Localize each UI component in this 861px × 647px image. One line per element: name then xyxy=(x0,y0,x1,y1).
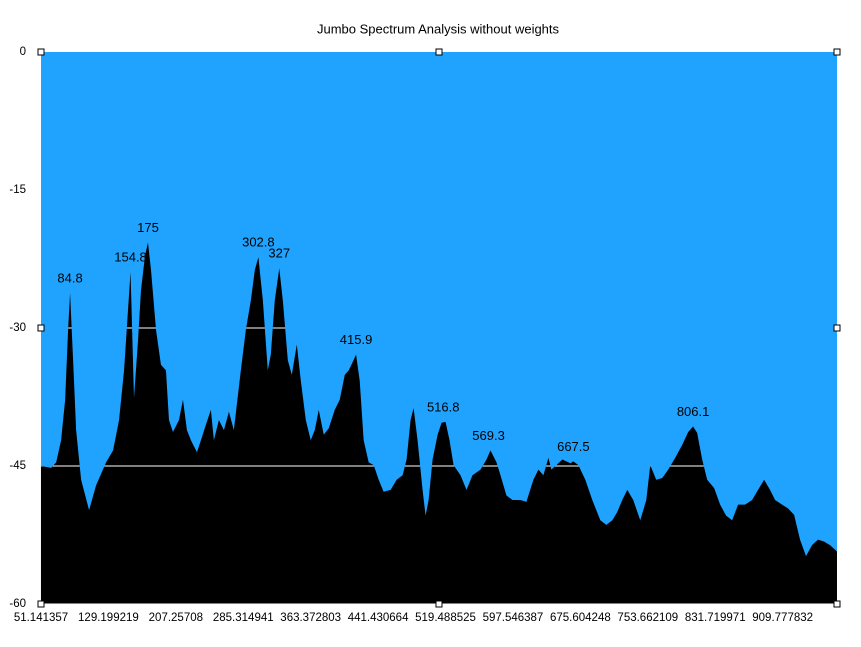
resize-handle xyxy=(37,324,45,332)
resize-handle xyxy=(435,600,443,608)
chart-title: Jumbo Spectrum Analysis without weights xyxy=(317,21,560,36)
x-tick-label: 51.141357 xyxy=(14,612,68,624)
resize-handle xyxy=(833,48,841,56)
peak-label: 569.3 xyxy=(472,428,505,443)
x-tick-label: 441.430664 xyxy=(348,612,409,624)
x-tick-label: 207.25708 xyxy=(149,612,203,624)
x-tick-label: 129.199219 xyxy=(78,612,139,624)
resize-handle xyxy=(37,48,45,56)
y-tick-label: -15 xyxy=(9,184,26,196)
x-tick-label: 831.719971 xyxy=(685,612,746,624)
y-tick-label: 0 xyxy=(20,46,26,58)
x-tick-label: 909.777832 xyxy=(752,612,813,624)
peak-label: 667.5 xyxy=(557,439,590,454)
peak-label: 806.1 xyxy=(677,404,710,419)
peak-label: 302.8 xyxy=(242,235,275,250)
y-tick-label: -60 xyxy=(9,598,26,610)
y-tick-label: -30 xyxy=(9,322,26,334)
spectrum-area xyxy=(40,242,837,604)
peak-label: 516.8 xyxy=(427,399,460,414)
peak-label: 327 xyxy=(268,246,290,261)
x-tick-label: 363.372803 xyxy=(280,612,341,624)
x-tick-label: 753.662109 xyxy=(617,612,678,624)
x-tick-label: 675.604248 xyxy=(550,612,611,624)
resize-handle xyxy=(833,324,841,332)
peak-label: 175 xyxy=(137,220,159,235)
x-tick-label: 519.488525 xyxy=(415,612,476,624)
x-tick-label: 285.314941 xyxy=(213,612,274,624)
y-tick-label: -45 xyxy=(9,460,26,472)
peak-label: 154.8 xyxy=(114,249,147,264)
resize-handle xyxy=(37,600,45,608)
peak-label: 84.8 xyxy=(57,270,82,285)
x-tick-label: 597.546387 xyxy=(483,612,544,624)
peak-label: 415.9 xyxy=(340,332,373,347)
resize-handle xyxy=(435,48,443,56)
resize-handle xyxy=(833,600,841,608)
